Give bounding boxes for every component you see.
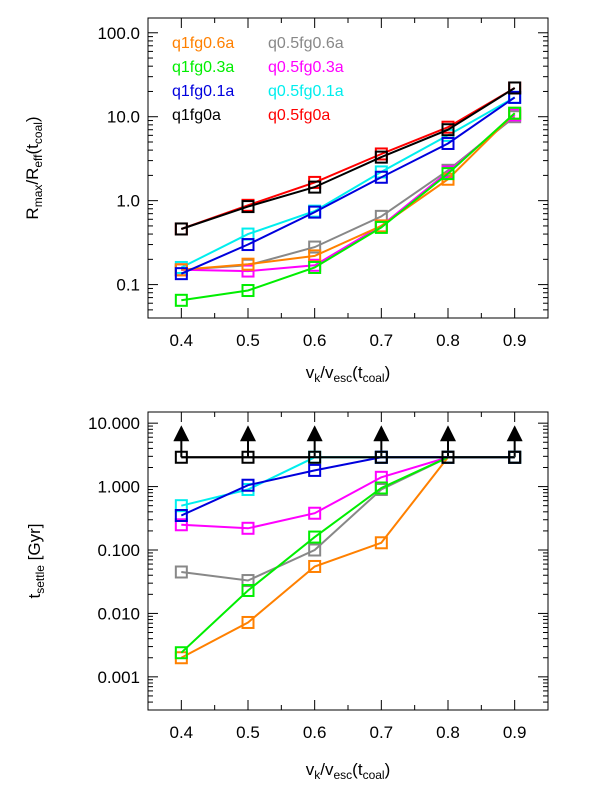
data-point-q0.5fg0.3a (241, 521, 255, 535)
legend-entry: q0.5fg0.3a (268, 59, 344, 76)
data-point-q1fg0.3a (174, 646, 188, 660)
x-tick-label: 0.9 (503, 331, 527, 350)
data-point-q0.5fg0.3a (174, 518, 188, 532)
x-tick-label: 0.7 (370, 331, 394, 350)
data-point-q1fg0.3a (508, 106, 522, 120)
y-tick-label: 100.0 (97, 24, 140, 43)
data-point-q1fg0.1a (174, 267, 188, 281)
data-point-q1fg0.3a (308, 530, 322, 544)
data-point-q1fg0.3a (241, 583, 255, 597)
series-line-q1fg0.1a (180, 456, 515, 517)
data-point-q1fg0.6a (241, 615, 255, 629)
x-tick-label: 0.4 (170, 723, 194, 742)
series-line-q0.5fg0a (180, 87, 516, 230)
data-point-q1fg0.1a (308, 463, 322, 477)
legend-entry: q0.5fg0.6a (268, 35, 344, 52)
x-tick-label: 0.7 (370, 723, 394, 742)
data-point-q1fg0.1a (241, 238, 255, 252)
y-tick-label: 10.0 (107, 108, 140, 127)
data-point-q1fg0a (441, 450, 455, 464)
data-point-q1fg0.1a (374, 170, 388, 184)
series-line-q1fg0a (180, 87, 516, 230)
x-tick-label: 0.5 (236, 723, 260, 742)
data-point-q1fg0a (441, 123, 455, 137)
series-group (174, 450, 522, 665)
legend-entry: q0.5fg0.1a (268, 83, 344, 100)
data-point-q1fg0a (374, 450, 388, 464)
data-point-q1fg0.3a (441, 167, 455, 181)
data-point-q1fg0a (508, 450, 522, 464)
data-point-q0.5fg0.6a (308, 543, 322, 557)
data-point-q1fg0.1a (308, 205, 322, 219)
data-point-q1fg0a (374, 150, 388, 164)
y-axis-label: Rmax/Reff(tcoal) (23, 116, 45, 219)
x-ticks: 0.4 0.5 0.6 0.7 0.8 0.9 (147, 412, 549, 742)
series-line-q1fg0.1a (180, 96, 516, 275)
y-ticks: 0.1 1.0 10.0 100.0 (97, 24, 548, 319)
lower-limit-arrows (173, 425, 523, 458)
data-point-q0.5fg0.1a (174, 499, 188, 513)
data-point-q1fg0.1a (508, 90, 522, 104)
y-ticks: 0.001 0.010 0.100 1.000 10.000 (88, 414, 548, 711)
top-panel-rmax-ratio: 0.4 0.5 0.6 0.7 0.8 0.9 0.1 1.0 10.0 100.0 vk/vesc… (23, 17, 549, 385)
data-point-q1fg0.1a (174, 508, 188, 522)
data-point-q1fg0.3a (308, 260, 322, 274)
y-tick-label: 0.1 (116, 276, 140, 295)
legend-entry: q1fg0.6a (172, 35, 234, 52)
data-point-q1fg0.3a (374, 220, 388, 234)
x-tick-label: 0.9 (503, 723, 527, 742)
x-tick-label: 0.6 (303, 723, 327, 742)
data-point-q1fg0.1a (441, 136, 455, 150)
x-tick-label: 0.8 (436, 331, 460, 350)
legend-entry: q0.5fg0a (268, 107, 330, 124)
y-tick-label: 1.0 (116, 192, 140, 211)
legend: q1fg0.6a q1fg0.3a q1fg0.1a q1fg0a q0.5fg0.6a… (172, 35, 344, 124)
y-axis-label: tsettle [Gyr] (25, 524, 47, 599)
x-tick-label: 0.8 (436, 723, 460, 742)
data-point-q1fg0.3a (241, 284, 255, 298)
series-line-q1fg0.3a (181, 112, 516, 302)
x-axis-label: vk/vesc(tcoal) (306, 363, 391, 385)
series-group (174, 81, 522, 307)
data-point-q1fg0a (241, 200, 255, 214)
x-ticks: 0.4 0.5 0.6 0.7 0.8 0.9 (147, 18, 549, 350)
series-line-q1fg0.6a (180, 456, 515, 659)
y-tick-label: 1.000 (97, 478, 140, 497)
series-line-q0.5fg0.6a (181, 456, 515, 582)
data-point-q1fg0a (241, 450, 255, 464)
data-point-q1fg0.6a (374, 536, 388, 550)
data-point-q1fg0a (174, 222, 188, 236)
x-axis-label: vk/vesc(tcoal) (306, 760, 391, 782)
data-point-q1fg0.3a (374, 481, 388, 495)
y-tick-label: 0.100 (97, 541, 140, 560)
y-tick-label: 0.001 (97, 668, 140, 687)
data-point-q1fg0a (308, 180, 322, 194)
data-point-q1fg0a (508, 81, 522, 95)
data-point-q1fg0a (174, 450, 188, 464)
data-point-q0.5fg0.6a (308, 240, 322, 254)
data-point-q1fg0a (308, 450, 322, 464)
data-point-q0.5fg0.3a (308, 506, 322, 520)
data-point-q0.5fg0.3a (241, 264, 255, 278)
data-point-q0.5fg0.6a (241, 574, 255, 588)
legend-entry: q1fg0.3a (172, 59, 234, 76)
y-tick-label: 10.000 (88, 414, 140, 433)
legend-entry: q1fg0.1a (172, 83, 234, 100)
y-tick-label: 0.010 (97, 604, 140, 623)
data-point-q1fg0.6a (241, 257, 255, 271)
x-tick-label: 0.6 (303, 331, 327, 350)
bottom-panel-tsettle: 0.4 0.5 0.6 0.7 0.8 0.9 0.001 0.010 0.100 1.000 10… (25, 411, 549, 782)
x-tick-label: 0.5 (236, 331, 260, 350)
series-line-q1fg0.6a (181, 112, 516, 271)
data-point-q1fg0.1a (241, 478, 255, 492)
legend-entry: q1fg0a (172, 107, 221, 124)
series-line-q0.5fg0.1a (180, 96, 516, 269)
data-point-q1fg0.6a (308, 559, 322, 573)
data-point-q0.5fg0.6a (174, 565, 188, 579)
data-point-q1fg0.3a (174, 293, 188, 307)
x-tick-label: 0.4 (170, 331, 194, 350)
